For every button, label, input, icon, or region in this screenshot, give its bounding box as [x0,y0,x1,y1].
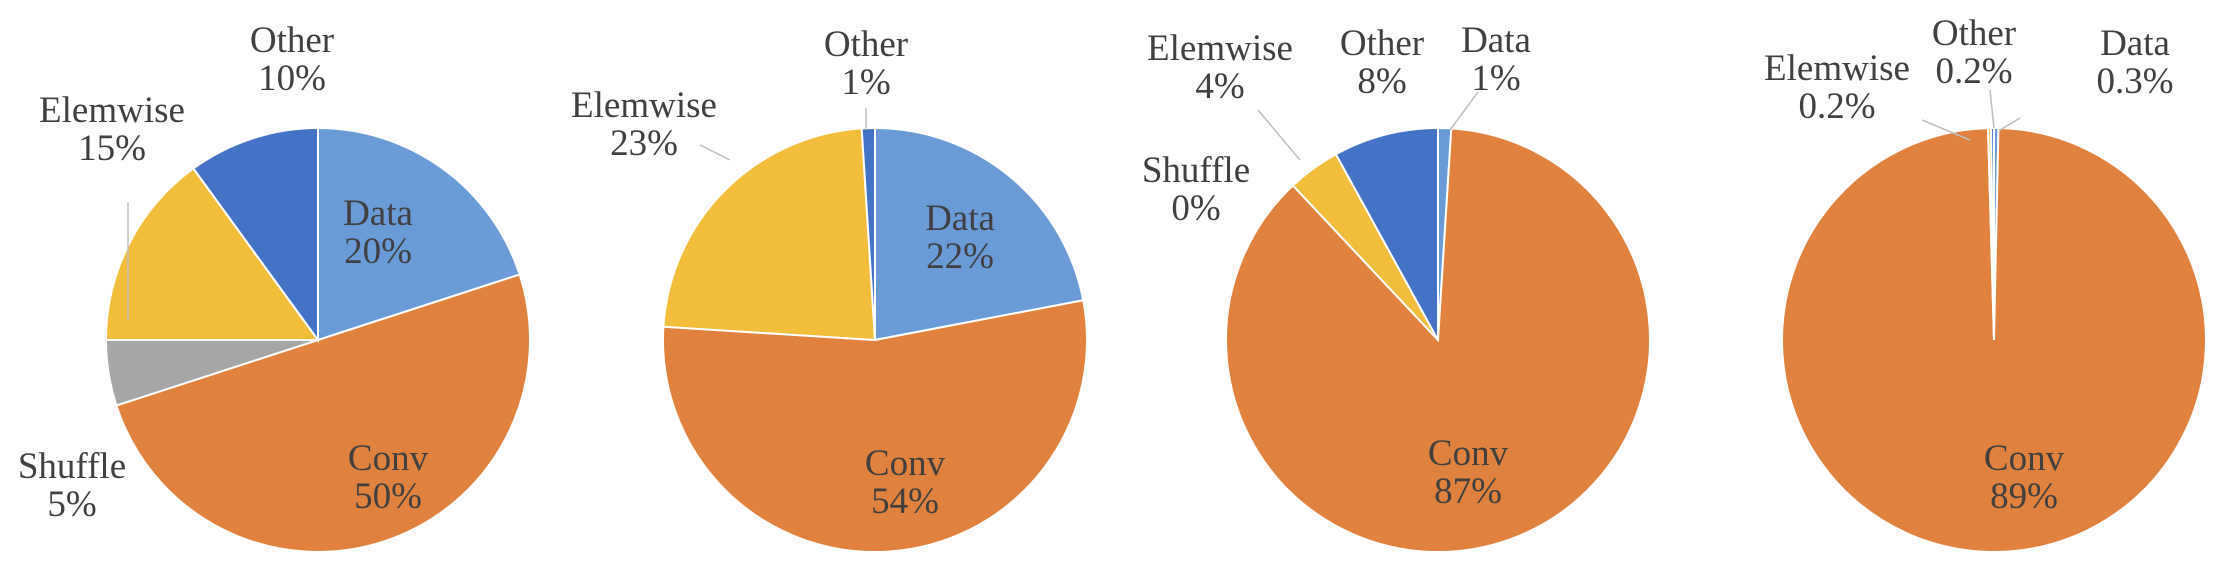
slice-name-label: Other [824,24,908,65]
pie-slice-other [1334,126,1439,341]
slice-name-label: Elemwise [1764,48,1910,89]
pie-slice-data [317,126,521,342]
pie-slice-elemwise [662,127,877,342]
slice-name-label: Other [250,20,334,61]
slice-name-label: Conv [1984,438,2065,479]
slice-value-label: 87% [1434,471,1502,512]
slice-name-label: Other [1932,13,2016,54]
slice-value-label: 0.3% [2096,61,2173,102]
slice-value-label: 89% [1990,476,2058,517]
slice-name-label: Data [343,193,413,234]
slice-name-label: Shuffle [18,446,126,487]
slice-value-label: 0% [1171,188,1220,229]
pie-slice-data [874,126,1085,342]
slice-name-label: Data [1461,20,1531,61]
pie-slice-elemwise [104,167,320,341]
slice-name-label: Conv [348,438,429,479]
slice-value-label: 0.2% [1935,51,2012,92]
slice-name-label: Conv [865,443,946,484]
slice-name-label: Data [925,198,995,239]
slice-name-label: Other [1340,23,1424,64]
slice-value-label: 20% [344,231,412,272]
leader-line [1257,109,1301,161]
slice-value-label: 1% [841,62,890,103]
slice-value-label: 54% [871,481,939,522]
slice-value-label: 23% [610,123,678,164]
slice-value-label: 0.2% [1798,86,1875,127]
pie-slice-conv [662,299,1088,554]
slice-value-label: 1% [1471,58,1520,99]
slice-value-label: 50% [354,476,422,517]
slice-value-label: 10% [258,58,326,99]
slice-name-label: Shuffle [1142,150,1250,191]
slice-value-label: 4% [1195,66,1244,107]
pie-slice-other [191,126,319,344]
slice-name-label: Data [2100,23,2170,64]
leader-line [1999,117,2021,131]
leader-line [699,144,731,161]
pie-slice-other [860,126,876,341]
slice-name-label: Elemwise [39,90,185,131]
slice-value-label: 22% [926,236,994,277]
slice-name-label: Elemwise [1147,28,1293,69]
pie-slice-conv [115,273,531,553]
slice-value-label: 15% [78,128,146,169]
slice-value-label: 5% [47,484,96,525]
leader-line [1449,91,1479,131]
slice-value-label: 8% [1357,61,1406,102]
leader-line [1989,89,1995,129]
slice-name-label: Elemwise [571,85,717,126]
slice-name-label: Conv [1428,433,1509,474]
leader-line [1921,119,1971,141]
